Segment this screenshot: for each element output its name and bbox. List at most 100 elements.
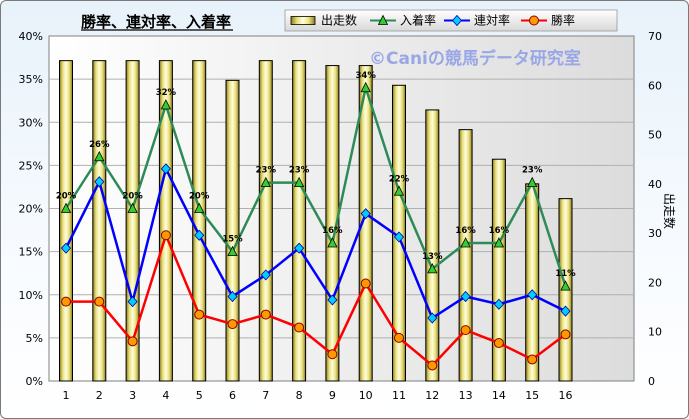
bar-5: [192, 60, 207, 382]
bar-4: [158, 60, 173, 382]
data-label: 20%: [56, 192, 77, 202]
bar-13: [458, 129, 473, 382]
data-label: 23%: [256, 166, 277, 176]
y2-tick-label: 20: [648, 276, 662, 289]
y-tick-label: 40%: [19, 30, 43, 43]
marker-勝率-15: [527, 354, 538, 365]
y2-tick-label: 70: [648, 30, 662, 43]
data-label: 26%: [89, 140, 110, 150]
marker-入着率-2: [94, 150, 105, 162]
legend-marker: [451, 14, 463, 27]
marker-入着率-4: [160, 99, 172, 110]
marker-連対率-10: [360, 208, 371, 220]
legend-label: 出走数: [321, 13, 357, 28]
y-tick-label: 15%: [19, 246, 43, 259]
x-tick-label: 9: [329, 389, 336, 402]
bar-8: [292, 60, 307, 382]
line-入着率: [64, 82, 567, 287]
marker-入着率-11: [393, 185, 405, 196]
legend-label: 連対率: [474, 13, 510, 28]
y-tick-label: 0%: [26, 375, 43, 388]
marker-勝率-8: [294, 322, 305, 333]
watermark: ©Caniの競馬データ研究室: [369, 48, 581, 69]
x-tick-label: 6: [229, 389, 236, 402]
marker-連対率-13: [460, 290, 471, 303]
legend-marker: [529, 15, 539, 26]
x-tick-label: 12: [425, 389, 439, 402]
data-label: 32%: [156, 88, 177, 98]
y2-tick-label: 0: [648, 375, 655, 388]
line-勝率: [66, 231, 567, 368]
marker-連対率-7: [260, 269, 271, 281]
marker-連対率-5: [194, 229, 205, 241]
marker-連対率-16: [560, 305, 571, 317]
marker-勝率-7: [260, 309, 271, 320]
marker-入着率-16: [560, 280, 571, 291]
marker-勝率-3: [127, 336, 138, 347]
marker-連対率-9: [327, 294, 338, 306]
y2-tick-label: 60: [648, 79, 662, 92]
x-tick-label: 14: [492, 389, 506, 402]
marker-勝率-2: [94, 296, 105, 307]
y-tick-label: 30%: [19, 116, 43, 129]
marker-勝率-6: [227, 319, 238, 330]
marker-連対率-2: [94, 176, 105, 188]
marker-連対率-14: [493, 298, 504, 310]
data-label: 23%: [289, 166, 310, 176]
x-tick-label: 5: [196, 389, 203, 402]
marker-勝率-9: [327, 349, 338, 360]
bar-9: [325, 65, 340, 382]
x-tick-label: 15: [525, 389, 539, 402]
data-label: 16%: [322, 226, 343, 236]
legend-marker: [377, 14, 389, 25]
bar-14: [491, 158, 506, 382]
marker-勝率-13: [460, 325, 471, 336]
y-tick-label: 10%: [19, 289, 43, 302]
line-連対率: [64, 165, 567, 320]
marker-入着率-13: [460, 237, 471, 248]
bar-6: [225, 79, 240, 382]
bar-10: [358, 65, 373, 382]
data-label: 16%: [455, 226, 476, 236]
data-label: 11%: [555, 269, 576, 279]
marker-連対率-4: [160, 163, 171, 175]
data-label: 23%: [522, 166, 543, 176]
marker-入着率-14: [493, 237, 505, 248]
marker-入着率-9: [327, 237, 338, 248]
y2-tick-label: 40: [648, 178, 662, 191]
y-tick-label: 25%: [19, 159, 43, 172]
x-tick-label: 4: [162, 389, 169, 402]
x-tick-label: 13: [459, 389, 473, 402]
data-label: 13%: [422, 252, 443, 262]
marker-連対率-15: [527, 289, 538, 301]
marker-入着率-3: [127, 202, 138, 213]
bar-2: [92, 60, 107, 382]
marker-勝率-5: [194, 309, 205, 320]
x-tick-label: 7: [262, 389, 269, 402]
y-tick-label: 20%: [19, 203, 43, 216]
x-tick-label: 10: [359, 389, 373, 402]
marker-入着率-6: [227, 245, 238, 257]
y-tick-label: 5%: [26, 332, 43, 345]
marker-入着率-12: [427, 262, 438, 274]
y2-axis-label: 出走数: [662, 193, 677, 229]
legend-label: 勝率: [551, 13, 575, 28]
marker-勝率-12: [427, 360, 438, 371]
data-label: 20%: [189, 192, 210, 202]
marker-勝率-14: [493, 338, 504, 349]
marker-連対率-1: [60, 242, 72, 254]
marker-連対率-3: [127, 296, 138, 308]
x-tick-label: 16: [559, 389, 573, 402]
marker-入着率-7: [260, 176, 271, 188]
data-label: 16%: [489, 226, 510, 236]
y2-tick-label: 50: [648, 129, 662, 142]
marker-勝率-16: [560, 329, 571, 340]
x-tick-label: 3: [129, 389, 136, 402]
marker-勝率-10: [360, 278, 371, 289]
x-tick-label: 2: [96, 389, 103, 402]
marker-勝率-11: [394, 332, 404, 343]
marker-入着率-1: [60, 202, 72, 213]
x-tick-label: 8: [296, 389, 303, 402]
